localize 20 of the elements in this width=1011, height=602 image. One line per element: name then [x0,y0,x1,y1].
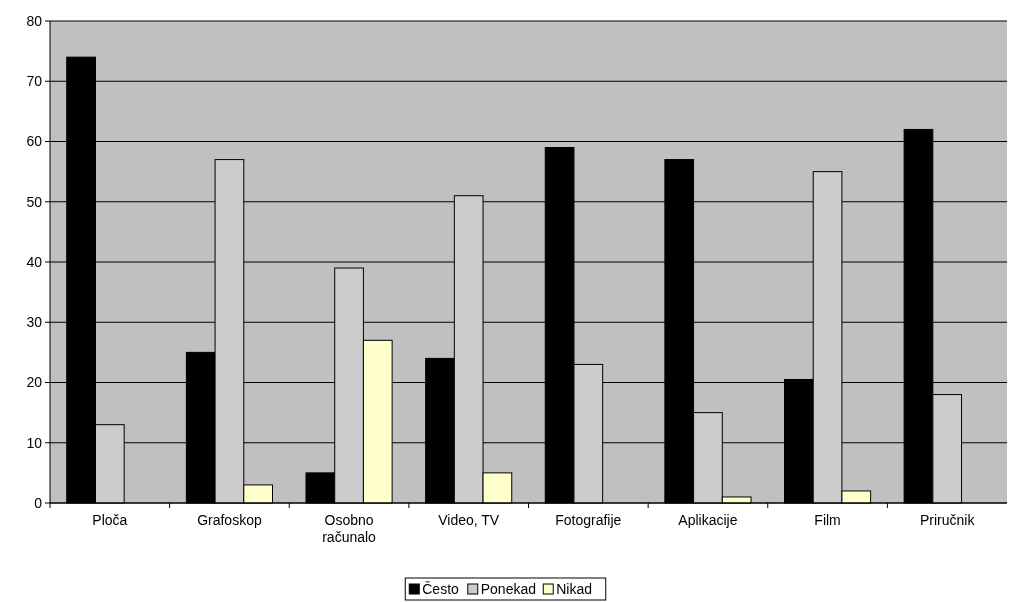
x-tick-label: Grafoskop [197,512,262,528]
x-tick-label: Fotografije [555,512,622,528]
y-tick-label: 30 [26,314,43,331]
legend-label: Ponekad [480,581,537,597]
x-tick-label: Priručnik [919,512,976,528]
y-tick-label: 0 [34,494,43,511]
x-tick-label: Video, TV [438,512,500,528]
x-tick-label: Film [814,512,841,528]
y-tick-label: 80 [26,12,43,29]
legend-label: Često [422,581,460,597]
y-tick-label: 50 [26,193,43,210]
y-tick-label: 40 [26,253,43,270]
y-tick-label: 70 [26,73,43,90]
y-tick-label: 20 [26,374,43,391]
x-tick-label: Ploča [92,512,128,528]
x-tick-label: Osobno računalo [322,512,377,545]
x-tick-label: Aplikacije [678,512,738,528]
legend-label: Nikad [556,581,593,597]
y-tick-label: 60 [26,133,43,150]
y-tick-label: 10 [26,434,43,451]
